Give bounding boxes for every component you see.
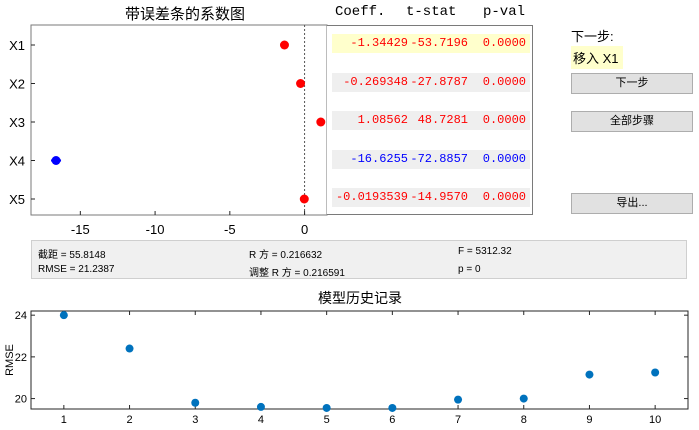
- model-history-plot: 模型历史记录 RMSE 1 2 3 4 5 6 7 8 9 10 20 22 24: [4, 290, 689, 426]
- r-squared-stat: R 方 = 0.216632: [249, 250, 323, 261]
- tstat-cell: -72.8857: [410, 152, 468, 166]
- history-y-axis-label: RMSE: [4, 344, 16, 376]
- coefficient-plot: 带误差条的系数图 X1 X2 X3 X4 X5 -15 -10 -5 0: [9, 6, 328, 237]
- header-pval: p-val: [483, 4, 526, 20]
- y-tick-label: X1: [9, 38, 25, 53]
- history-point-6[interactable]: [388, 403, 397, 412]
- intercept-stat: 截距 = 55.8148: [38, 250, 106, 261]
- coef-plot-axes: [30, 24, 328, 216]
- x-tick-label: 2: [126, 414, 132, 426]
- pval-cell: 0.0000: [482, 75, 526, 89]
- statistics-panel: 截距 = 55.8148 RMSE = 21.2387 R 方 = 0.2166…: [31, 240, 687, 279]
- x-tick-label: 8: [521, 414, 527, 426]
- coef-point-x3[interactable]: [316, 117, 326, 127]
- y-tick-label: 20: [15, 394, 27, 406]
- coeff-cell: -0.269348: [343, 75, 408, 89]
- history-point-9[interactable]: [585, 370, 594, 379]
- history-point-4[interactable]: [256, 402, 265, 411]
- history-point-2[interactable]: [125, 344, 134, 353]
- coef-plot-title: 带误差条的系数图: [125, 6, 245, 23]
- y-tick-label: X5: [9, 192, 25, 207]
- tstat-cell: -53.7196: [410, 36, 468, 50]
- history-point-10[interactable]: [651, 368, 660, 377]
- pval-cell: 0.0000: [482, 113, 526, 127]
- adjusted-r-squared-stat: 调整 R 方 = 0.216591: [249, 268, 345, 279]
- coef-point-x1[interactable]: [279, 40, 289, 50]
- coefficient-table: -1.34429 -53.7196 0.0000 -0.269348 -27.8…: [327, 25, 533, 215]
- p-stat: p = 0: [458, 264, 481, 275]
- pval-cell: 0.0000: [482, 36, 526, 50]
- coef-point-x4[interactable]: [51, 156, 61, 165]
- y-tick-label: X2: [9, 77, 25, 92]
- x-tick-label: 9: [586, 414, 592, 426]
- pval-cell: 0.0000: [482, 190, 526, 204]
- x-tick-label: -5: [224, 222, 236, 237]
- x-tick-label: -15: [71, 222, 90, 237]
- next-step-button[interactable]: 下一步: [571, 73, 693, 94]
- history-point-7[interactable]: [454, 395, 463, 404]
- table-row[interactable]: -0.269348 -27.8787 0.0000: [332, 73, 530, 92]
- coeff-cell: 1.08562: [357, 113, 408, 127]
- coef-point-x5[interactable]: [299, 194, 309, 204]
- x-tick-label: 3: [192, 414, 198, 426]
- next-step-value: 移入 X1: [571, 46, 623, 69]
- tstat-cell: 48.7281: [417, 113, 468, 127]
- x-tick-label: -10: [146, 222, 165, 237]
- y-tick-label: 24: [15, 310, 27, 322]
- export-button[interactable]: 导出...: [571, 193, 693, 214]
- history-point-3[interactable]: [191, 398, 200, 407]
- all-steps-button[interactable]: 全部步骤: [571, 111, 693, 132]
- coeff-cell: -16.6255: [350, 152, 408, 166]
- f-stat: F = 5312.32: [458, 246, 512, 257]
- coeff-cell: -1.34429: [350, 36, 408, 50]
- x-tick-label: 1: [61, 414, 67, 426]
- coeff-cell: -0.0193539: [335, 190, 408, 204]
- tstat-cell: -27.8787: [410, 75, 468, 89]
- y-tick-label: 22: [15, 352, 27, 364]
- y-tick-label: X4: [9, 154, 25, 169]
- history-point-5[interactable]: [322, 403, 331, 412]
- table-row[interactable]: 1.08562 48.7281 0.0000: [332, 111, 530, 130]
- x-tick-label: 4: [258, 414, 264, 426]
- table-row[interactable]: -0.0193539 -14.9570 0.0000: [332, 188, 530, 207]
- y-tick-label: X3: [9, 115, 25, 130]
- header-coeff: Coeff.: [335, 4, 386, 20]
- x-tick-label: 6: [389, 414, 395, 426]
- x-tick-label: 7: [455, 414, 461, 426]
- coef-point-x2[interactable]: [296, 79, 306, 88]
- history-point-1[interactable]: [59, 311, 68, 320]
- header-tstat: t-stat: [406, 4, 457, 20]
- history-plot-axes: [30, 310, 689, 410]
- table-row[interactable]: -16.6255 -72.8857 0.0000: [332, 150, 530, 169]
- x-tick-label: 0: [301, 222, 308, 237]
- history-plot-title: 模型历史记录: [318, 290, 402, 306]
- table-row[interactable]: -1.34429 -53.7196 0.0000: [332, 34, 530, 53]
- next-step-label: 下一步:: [571, 29, 614, 44]
- tstat-cell: -14.9570: [410, 190, 468, 204]
- rmse-stat: RMSE = 21.2387: [38, 264, 115, 275]
- pval-cell: 0.0000: [482, 152, 526, 166]
- x-tick-label: 10: [649, 414, 661, 426]
- history-point-8[interactable]: [519, 394, 528, 403]
- x-tick-label: 5: [324, 414, 330, 426]
